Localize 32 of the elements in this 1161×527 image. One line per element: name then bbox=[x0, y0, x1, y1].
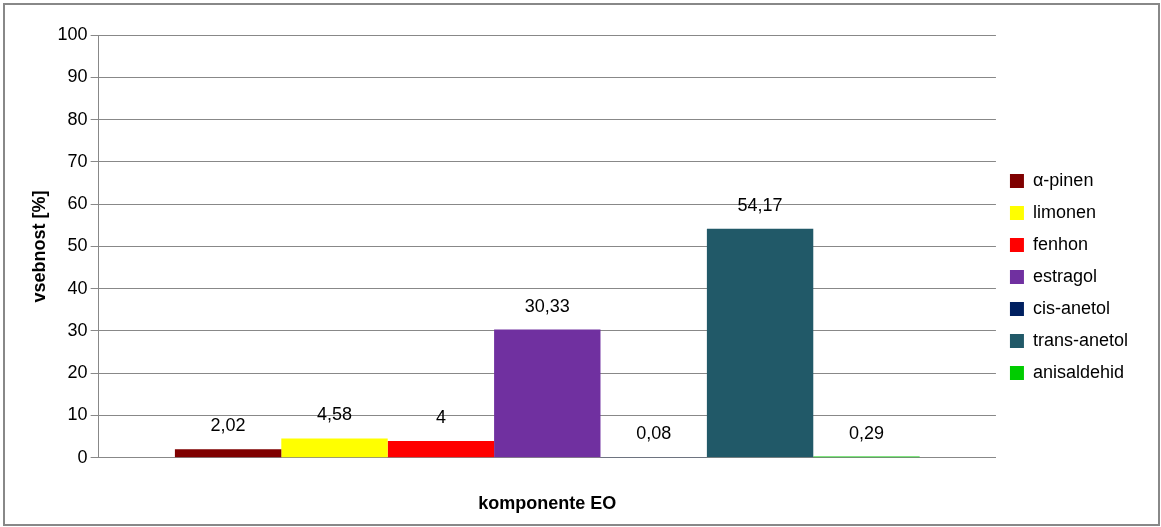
bar bbox=[494, 329, 601, 458]
y-tick-label: 80 bbox=[67, 108, 88, 129]
y-tick-label: 90 bbox=[67, 66, 88, 87]
y-tick-label: 10 bbox=[67, 404, 88, 425]
y-tick-label: 50 bbox=[67, 235, 88, 256]
data-label: 4,58 bbox=[316, 404, 353, 425]
y-tick-label: 60 bbox=[67, 193, 88, 214]
bar bbox=[706, 228, 814, 458]
legend-label: anisaldehid bbox=[1032, 361, 1125, 382]
data-label: 4 bbox=[435, 406, 446, 427]
bar bbox=[174, 449, 282, 458]
y-tick-label: 30 bbox=[67, 319, 88, 340]
legend-label: fenhon bbox=[1032, 233, 1089, 254]
legend-label: cis-anetol bbox=[1032, 297, 1110, 318]
bar bbox=[387, 440, 495, 458]
data-label: 0,29 bbox=[848, 422, 884, 443]
data-label: 0,08 bbox=[636, 423, 672, 444]
y-tick-label: 100 bbox=[57, 23, 88, 44]
legend-label: estragol bbox=[1032, 265, 1097, 286]
legend-label: limonen bbox=[1032, 201, 1096, 222]
legend-label: trans-anetol bbox=[1032, 329, 1129, 350]
y-tick-label: 40 bbox=[67, 277, 88, 298]
data-label: 54,17 bbox=[737, 194, 783, 215]
data-label: 30,33 bbox=[524, 295, 570, 316]
legend-label: α-pinen bbox=[1032, 169, 1094, 190]
bar bbox=[281, 438, 388, 458]
y-axis-title: vsebnost [%] bbox=[28, 190, 49, 303]
y-tick-label: 20 bbox=[67, 362, 88, 383]
x-axis-title: komponente EO bbox=[478, 493, 617, 514]
y-tick-label: 70 bbox=[67, 150, 88, 171]
y-tick-label: 0 bbox=[77, 446, 88, 467]
data-label: 2,02 bbox=[210, 415, 246, 436]
